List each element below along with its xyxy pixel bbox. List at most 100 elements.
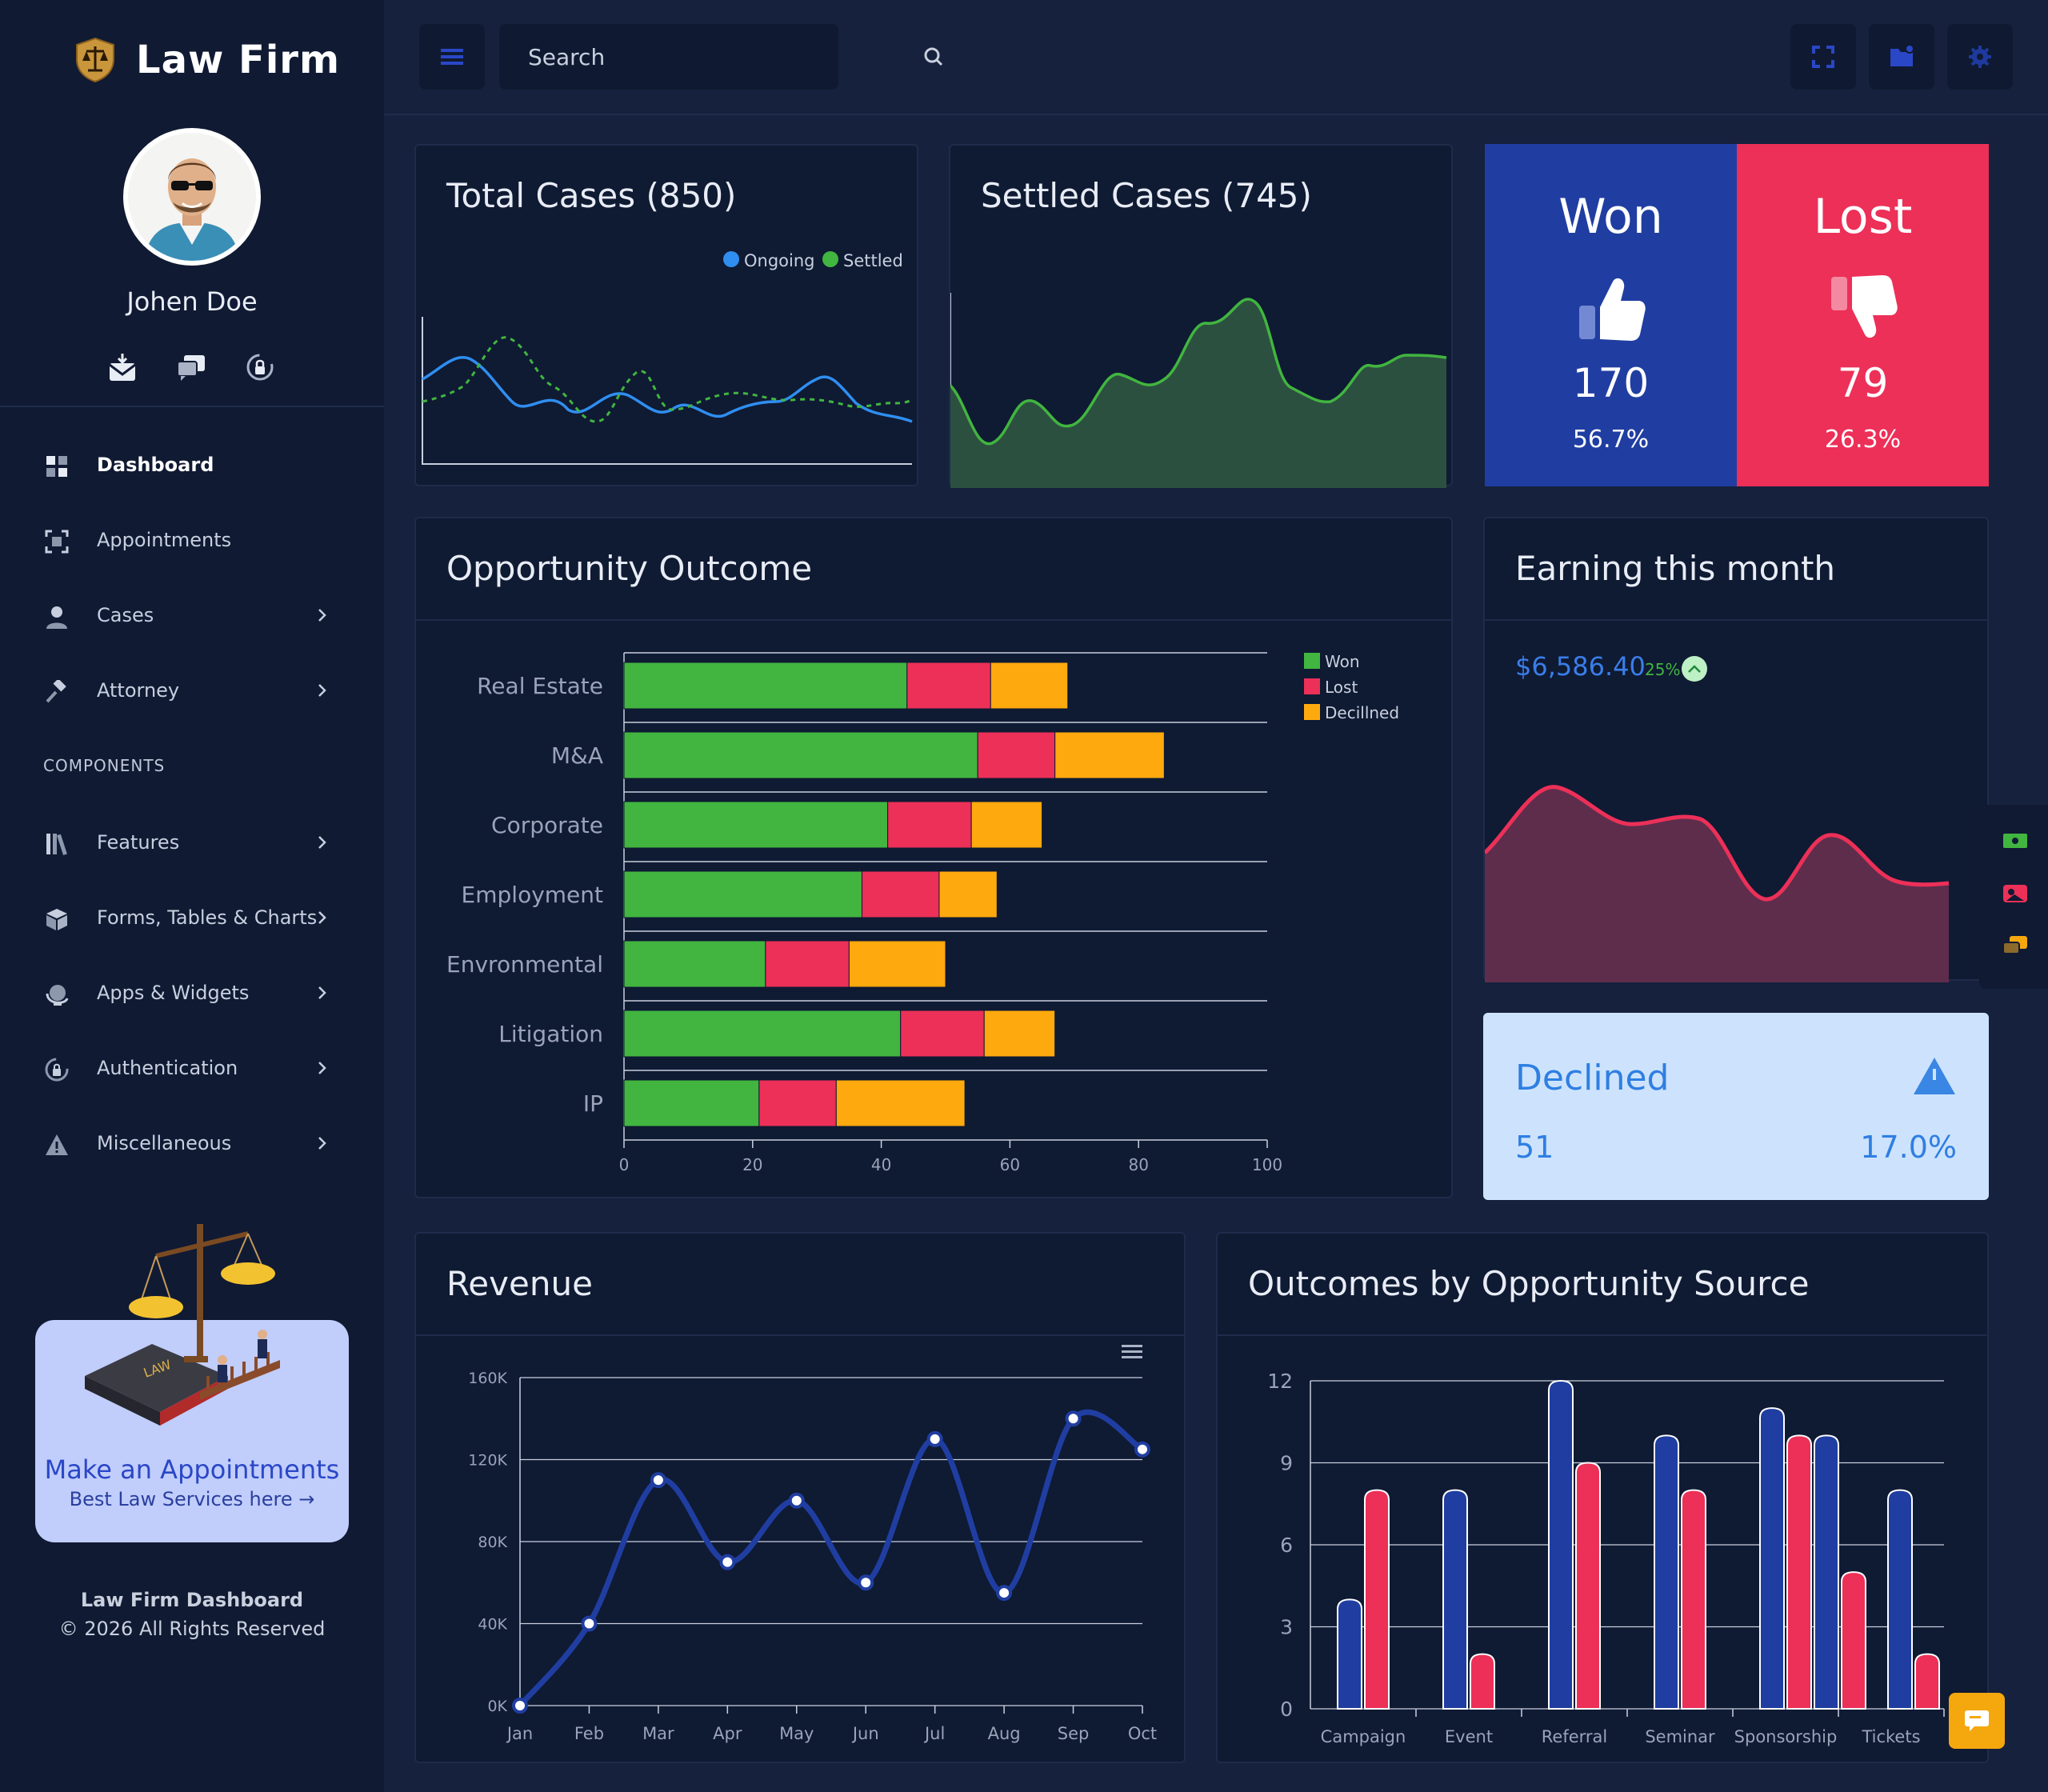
card-divider: [416, 619, 1451, 621]
sidebar-item-forms-tables-charts[interactable]: Forms, Tables & Charts: [0, 890, 384, 946]
money-icon[interactable]: [2002, 829, 2029, 853]
x-tick-label: Seminar: [1645, 1727, 1715, 1746]
sidebar-item-label: Apps & Widgets: [97, 982, 250, 1004]
sidebar-item-label: Miscellaneous: [97, 1132, 232, 1154]
footer-copyright: © 2026 All Rights Reserved: [58, 1618, 326, 1640]
category-label: Employment: [462, 882, 603, 908]
search-icon[interactable]: [922, 45, 946, 69]
x-tick-label: Oct: [1128, 1724, 1157, 1743]
chat-fab-button[interactable]: [1949, 1693, 2005, 1749]
sidebar-item-label: Cases: [97, 604, 154, 626]
chat-icon[interactable]: [176, 352, 206, 382]
sidebar-item-label: Dashboard: [97, 454, 214, 476]
settings-button[interactable]: [1947, 24, 2013, 90]
won-percent: 56.7%: [1572, 426, 1650, 454]
sidebar-item-cases[interactable]: Cases: [0, 587, 384, 643]
legend-ongoing[interactable]: Ongoing: [744, 251, 815, 270]
gavel-icon: [46, 680, 66, 703]
category-label: IP: [583, 1090, 603, 1117]
settled-area: [950, 298, 1446, 488]
category-label: M&A: [551, 742, 603, 769]
bar-segment-lost: [861, 870, 940, 918]
bar-segment-won: [623, 801, 889, 849]
data-point: [1134, 1441, 1150, 1458]
sidebar-item-features[interactable]: Features: [0, 814, 384, 870]
legend-marker: [1304, 678, 1320, 694]
x-tick-label: 100: [1252, 1155, 1282, 1174]
bar-segment-won: [623, 940, 766, 988]
declined-label: Declined: [1515, 1058, 1670, 1098]
card-title: Opportunity Outcome: [446, 549, 813, 588]
category-label: Litigation: [498, 1021, 603, 1047]
settled-cases-chart: [950, 293, 1447, 488]
sidebar-item-miscellaneous[interactable]: Miscellaneous: [0, 1115, 384, 1171]
won-label: Won: [1558, 189, 1663, 245]
bar-segment-won: [623, 870, 862, 918]
promo-link[interactable]: Best Law Services here →: [69, 1488, 315, 1510]
x-tick-label: Jan: [506, 1724, 533, 1743]
x-tick-label: Tickets: [1861, 1727, 1920, 1746]
bar-segment-lost: [977, 731, 1056, 779]
x-tick-label: 80: [1128, 1155, 1148, 1174]
chat-icon: [1965, 1710, 1989, 1731]
sidebar-item-authentication[interactable]: Authentication: [0, 1040, 384, 1096]
sidebar-item-apps-widgets[interactable]: Apps & Widgets: [0, 965, 384, 1021]
bar-red: [1364, 1489, 1390, 1710]
image-icon[interactable]: [2002, 882, 2029, 906]
y-tick-label: 0K: [487, 1698, 507, 1715]
bar-segment-decillned: [848, 940, 946, 988]
avatar[interactable]: [123, 128, 261, 266]
fullscreen-icon: [1812, 46, 1834, 68]
promo-title[interactable]: Make an Appointments: [44, 1454, 340, 1485]
chart-menu-icon[interactable]: [1120, 1342, 1144, 1362]
x-tick-label: Sep: [1058, 1724, 1090, 1743]
sidebar-item-attorney[interactable]: Attorney: [0, 662, 384, 718]
bar-red: [1470, 1653, 1495, 1710]
chat-icon[interactable]: [2002, 934, 2029, 958]
thumbs-down-icon: [1831, 275, 1898, 338]
sidebar-item-appointments[interactable]: Appointments: [0, 512, 384, 568]
settled-line: [950, 298, 1447, 446]
books-icon: [46, 834, 67, 855]
x-tick-label: Aug: [988, 1724, 1021, 1743]
lost-percent: 26.3%: [1824, 426, 1902, 454]
legend-settled[interactable]: Settled: [843, 251, 903, 270]
y-tick-label: 80K: [478, 1534, 507, 1551]
data-point: [788, 1492, 805, 1509]
brand-name: Law Firm: [136, 38, 340, 82]
y-tick-label: 3: [1280, 1616, 1293, 1639]
dashboard-icon: [46, 456, 67, 477]
bar-blue: [1759, 1407, 1785, 1710]
card-divider: [1485, 619, 1987, 621]
brand[interactable]: Law Firm: [70, 32, 340, 88]
sidebar-item-label: Authentication: [97, 1057, 238, 1079]
notifications-button[interactable]: [1869, 24, 1934, 90]
sidebar-item-label: Appointments: [97, 529, 232, 551]
user-actions: [107, 352, 275, 382]
bar-segment-won: [623, 662, 908, 710]
lock-refresh-icon[interactable]: [245, 352, 275, 382]
bar-blue: [1887, 1489, 1913, 1710]
search-input[interactable]: [499, 24, 787, 90]
earning-card: Earning this month $6,586.40 25%: [1483, 517, 1989, 982]
card-divider: [416, 1334, 1184, 1336]
legend-marker: [1304, 704, 1320, 720]
x-tick-label: 40: [871, 1155, 891, 1174]
bar-segment-decillned: [1054, 731, 1165, 779]
user-icon: [46, 606, 67, 629]
menu-toggle-button[interactable]: [419, 24, 485, 90]
fullscreen-button[interactable]: [1790, 24, 1856, 90]
data-point: [581, 1615, 598, 1632]
mail-icon[interactable]: [107, 352, 138, 382]
sidebar-item-dashboard[interactable]: Dashboard: [0, 437, 384, 493]
bar-blue: [1337, 1598, 1362, 1710]
chevron-right-icon: [318, 986, 326, 999]
category-label: Envronmental: [446, 951, 603, 978]
declined-percent: 17.0%: [1860, 1130, 1957, 1165]
chevron-right-icon: [318, 836, 326, 849]
bar-segment-won: [623, 731, 978, 779]
y-tick-label: 9: [1280, 1452, 1293, 1475]
earning-change: 25%: [1645, 660, 1680, 679]
appointments-icon: [45, 530, 69, 554]
legend-label: Decillned: [1325, 703, 1399, 722]
